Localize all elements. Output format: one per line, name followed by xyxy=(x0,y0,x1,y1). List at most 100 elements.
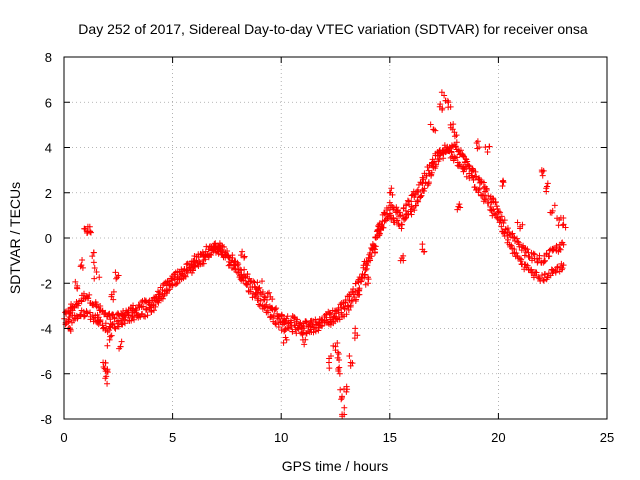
data-point xyxy=(560,221,567,228)
data-point xyxy=(421,185,428,192)
data-point xyxy=(190,258,197,265)
data-point xyxy=(301,325,308,332)
data-point xyxy=(557,246,564,253)
data-point xyxy=(303,330,310,337)
data-point xyxy=(256,284,263,291)
data-point xyxy=(90,249,97,256)
data-point xyxy=(444,97,451,104)
data-point xyxy=(553,242,560,249)
data-point xyxy=(345,307,352,314)
data-point xyxy=(355,287,362,294)
data-point xyxy=(381,210,388,217)
data-point xyxy=(269,296,276,303)
data-point xyxy=(108,332,115,339)
data-point xyxy=(319,322,326,329)
data-point xyxy=(279,321,286,328)
data-point xyxy=(420,176,427,183)
data-point xyxy=(278,313,285,320)
data-point xyxy=(241,266,248,273)
data-point xyxy=(399,221,406,228)
data-point xyxy=(402,214,409,221)
data-point xyxy=(341,404,348,411)
data-point xyxy=(159,282,166,288)
data-point xyxy=(233,269,240,276)
data-point xyxy=(86,223,93,230)
x-tick-label: 0 xyxy=(60,430,67,445)
data-point xyxy=(396,209,403,216)
data-point xyxy=(454,154,461,161)
data-point xyxy=(368,253,375,260)
data-point xyxy=(551,202,558,209)
data-point xyxy=(453,139,460,146)
data-point xyxy=(215,242,222,249)
data-point xyxy=(107,333,114,340)
data-point xyxy=(280,339,287,346)
data-point xyxy=(104,380,111,387)
data-point xyxy=(552,269,559,276)
data-point xyxy=(421,248,428,255)
data-point xyxy=(343,383,350,390)
data-point xyxy=(436,156,443,163)
data-point xyxy=(505,236,512,243)
data-point xyxy=(77,311,84,318)
data-points xyxy=(61,89,569,420)
data-point xyxy=(460,153,467,160)
data-point xyxy=(558,266,565,273)
data-point xyxy=(494,205,501,212)
data-point xyxy=(432,127,439,134)
y-tick-label: 2 xyxy=(45,186,52,201)
data-point xyxy=(84,228,91,235)
data-point xyxy=(228,259,235,266)
data-point xyxy=(437,101,444,108)
data-point xyxy=(102,309,109,316)
data-point xyxy=(404,197,411,204)
data-point xyxy=(500,177,507,184)
data-point xyxy=(347,303,354,310)
data-point xyxy=(334,349,341,356)
data-point xyxy=(67,327,74,334)
x-axis-label: GPS time / hours xyxy=(282,458,389,474)
data-point xyxy=(239,248,246,255)
data-point xyxy=(91,275,98,282)
data-point xyxy=(354,332,361,339)
y-tick-label: -6 xyxy=(40,367,52,382)
data-point xyxy=(343,311,350,318)
data-point xyxy=(327,311,334,318)
data-point xyxy=(272,306,279,313)
data-point xyxy=(279,312,286,319)
data-point xyxy=(447,124,454,131)
data-point xyxy=(166,286,173,293)
data-point xyxy=(264,307,271,314)
data-point xyxy=(111,324,118,331)
data-point xyxy=(386,199,393,206)
data-point xyxy=(312,328,319,335)
data-point xyxy=(256,302,263,309)
y-tick-label: 6 xyxy=(45,95,52,110)
data-point xyxy=(212,240,219,247)
data-point xyxy=(247,284,254,291)
data-point xyxy=(556,245,563,252)
data-point xyxy=(74,282,81,289)
data-point xyxy=(362,266,369,273)
data-point xyxy=(499,182,506,189)
data-point xyxy=(338,396,345,403)
data-point xyxy=(284,313,291,320)
data-point xyxy=(513,250,520,257)
data-point xyxy=(463,173,470,180)
data-point xyxy=(264,296,271,303)
data-point xyxy=(326,365,333,372)
data-point xyxy=(273,305,280,312)
data-point xyxy=(538,272,545,279)
data-point xyxy=(495,208,502,215)
data-point xyxy=(331,307,338,314)
data-point xyxy=(419,241,426,248)
data-point xyxy=(419,180,426,187)
data-point xyxy=(110,288,117,295)
data-point xyxy=(349,288,356,295)
data-point xyxy=(321,318,328,325)
data-point xyxy=(428,169,435,176)
data-point xyxy=(524,262,531,269)
data-point xyxy=(400,257,407,264)
data-point xyxy=(447,103,454,110)
data-point xyxy=(533,269,540,276)
